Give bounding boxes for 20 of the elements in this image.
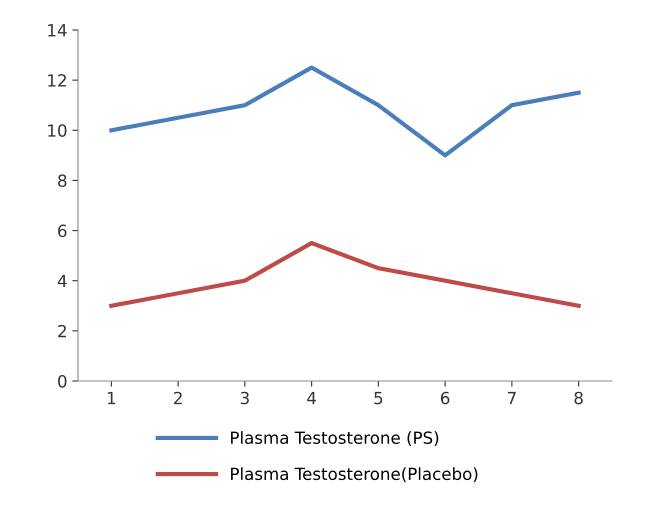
x-tick-label: 5 (374, 392, 382, 404)
x-tick-label: 1 (108, 392, 116, 404)
x-tick-label: 6 (440, 392, 450, 404)
y-tick-label: 8 (58, 174, 66, 187)
y-tick-label: 2 (58, 324, 66, 338)
x-tick-label: 2 (174, 392, 182, 404)
y-tick-label: 4 (58, 274, 67, 288)
x-tick-label: 8 (574, 392, 583, 404)
line-series (109, 241, 581, 308)
legend-label: Plasma Testosterone (PS) (231, 431, 438, 446)
x-tick-label: 4 (307, 392, 316, 404)
y-tick-label: 12 (48, 74, 66, 86)
legend-label: Plasma Testosterone(Placebo) (231, 467, 478, 482)
y-tick-label: 6 (58, 224, 67, 238)
x-tick-label: 7 (508, 392, 516, 404)
y-tick-label: 14 (48, 24, 67, 36)
line-series (109, 66, 581, 158)
x-tick-label: 3 (240, 392, 249, 404)
y-tick-label: 0 (58, 374, 66, 388)
y-tick-label: 10 (48, 124, 66, 137)
